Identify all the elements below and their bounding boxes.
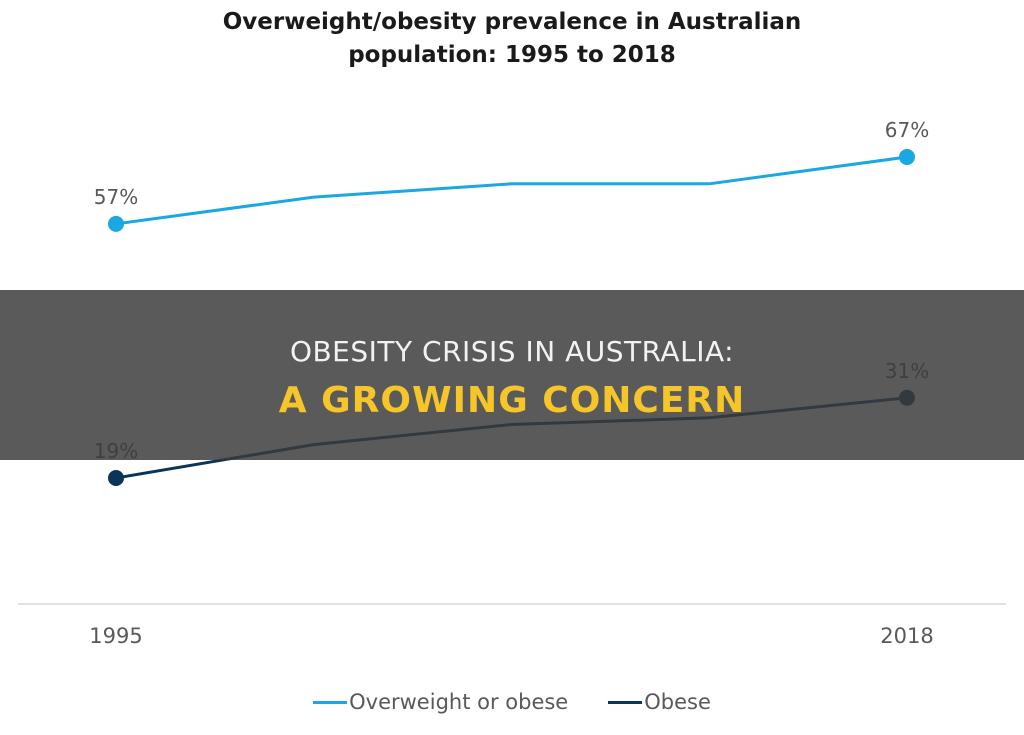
series-line-overweight-or-obese (115, 155, 908, 226)
data-point-overweight-or-obese-4 (899, 149, 915, 165)
chart-legend: Overweight or obese Obese (0, 690, 1024, 714)
banner-subheadline: A GROWING CONCERN (278, 380, 746, 421)
legend-label-obese: Obese (644, 690, 711, 714)
data-point-overweight-or-obese-0 (108, 215, 124, 232)
title-banner (0, 290, 1024, 460)
chart-title-line-1: Overweight/obesity prevalence in Austral… (222, 9, 802, 35)
banner-headline: OBESITY CRISIS IN AUSTRALIA: (289, 335, 735, 368)
x-tick-label-2018: 2018 (880, 624, 933, 648)
chart-title: Overweight/obesity prevalence in Austral… (0, 6, 1024, 72)
x-tick-label-1995: 1995 (89, 624, 142, 648)
legend-label-overweight-or-obese: Overweight or obese (349, 690, 569, 714)
legend-swatch-obese (608, 700, 643, 704)
legend-item-overweight-or-obese: Overweight or obese (313, 690, 568, 714)
legend-swatch-overweight-or-obese (313, 700, 348, 704)
legend-item-obese: Obese (608, 690, 711, 714)
chart-title-line-2: population: 1995 to 2018 (348, 42, 676, 68)
x-tick-layer: 1995 2018 (89, 624, 933, 648)
data-label-overweight-or-obese-0: 57% (94, 185, 138, 209)
data-label-overweight-or-obese-4: 67% (885, 118, 929, 142)
data-point-obese-0 (108, 470, 124, 486)
